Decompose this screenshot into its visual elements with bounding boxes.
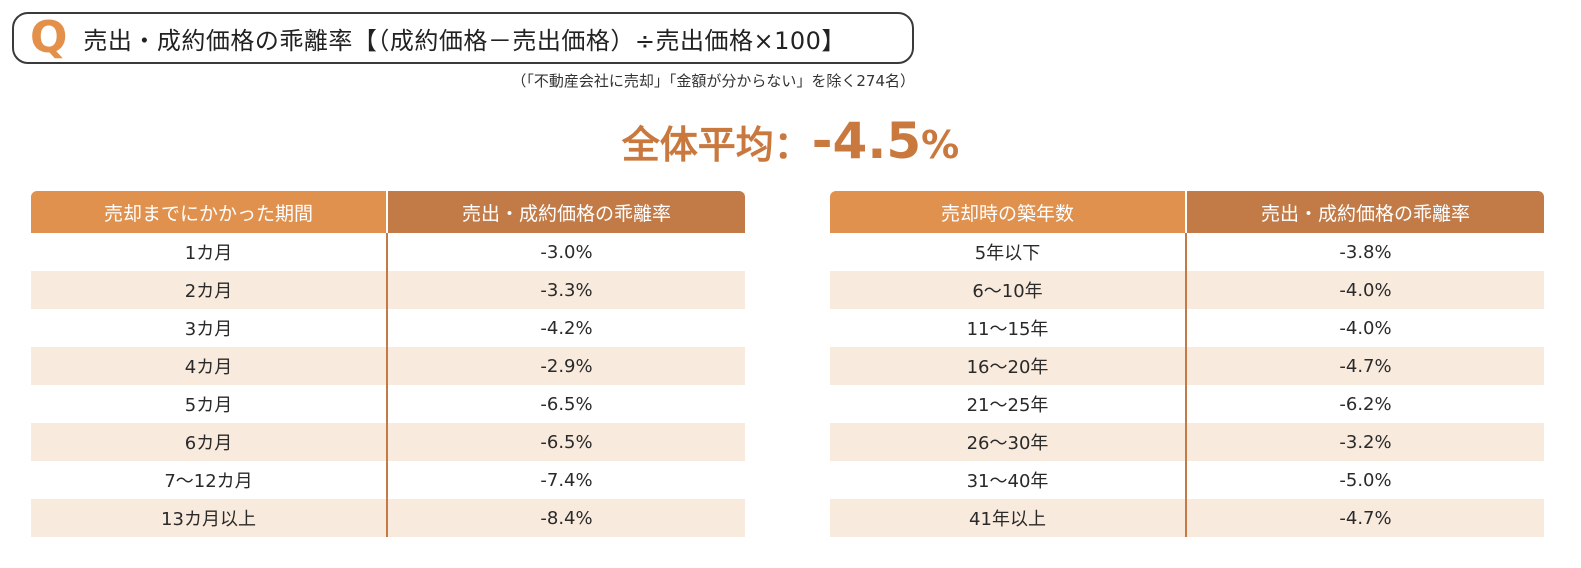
deviation-cell: -4.2%	[386, 309, 745, 347]
table-row: 5年以下 -3.8%	[830, 233, 1544, 271]
deviation-cell: -3.3%	[386, 271, 745, 309]
table-row: 11～15年 -4.0%	[830, 309, 1544, 347]
deviation-header: 売出・成約価格の乖離率	[386, 191, 745, 233]
building-age-header: 売却時の築年数	[830, 191, 1186, 233]
table-row: 4カ月 -2.9%	[31, 347, 745, 385]
sample-note: （「不動産会社に売却」「金額が分からない」を除く274名）	[511, 72, 915, 90]
question-box: Q 売出・成約価格の乖離率【（成約価格－売出価格）÷売出価格×100】	[12, 12, 914, 64]
building-age-cell: 31～40年	[966, 471, 1049, 492]
building-age-cell: 26～30年	[830, 423, 1186, 461]
table-row: 2カ月 -3.3%	[31, 271, 745, 309]
period-cell: 4カ月	[31, 347, 387, 385]
table-row: 41年以上 -4.7%	[830, 499, 1544, 537]
deviation-cell: -5.0%	[1185, 461, 1544, 499]
deviation-cell: -3.8%	[1185, 233, 1544, 271]
average-unit: %	[921, 123, 960, 167]
table-row: 1カ月 -3.0%	[31, 233, 745, 271]
table-row: 5カ月 -6.5%	[31, 385, 745, 423]
table-header-row: 売却までにかかった期間 売出・成約価格の乖離率	[31, 191, 745, 233]
deviation-cell: -7.4%	[386, 461, 745, 499]
building-age-cell: 5年以下	[974, 243, 1041, 264]
deviation-cell: -3.2%	[1185, 423, 1544, 461]
period-cell: 7～12カ月	[164, 471, 253, 492]
overall-average: 全体平均：-4.5%	[0, 112, 1581, 170]
period-header: 売却までにかかった期間	[31, 191, 387, 233]
period-cell: 2カ月	[31, 271, 387, 309]
period-cell: 1カ月	[184, 243, 233, 264]
question-letter: Q	[30, 12, 68, 63]
table-row: 7～12カ月 -7.4%	[31, 461, 745, 499]
deviation-cell: -6.5%	[386, 385, 745, 423]
table-row: 6カ月 -6.5%	[31, 423, 745, 461]
table-header-row: 売却時の築年数 売出・成約価格の乖離率	[830, 191, 1544, 233]
table-row: 16～20年 -4.7%	[830, 347, 1544, 385]
deviation-cell: -4.7%	[1185, 499, 1544, 537]
average-label: 全体平均：	[621, 123, 812, 167]
deviation-header: 売出・成約価格の乖離率	[1185, 191, 1544, 233]
deviation-cell: -4.0%	[1185, 271, 1544, 309]
table-row: 6～10年 -4.0%	[830, 271, 1544, 309]
deviation-cell: -6.5%	[386, 423, 745, 461]
deviation-cell: -4.0%	[1185, 309, 1544, 347]
building-age-cell: 21～25年	[966, 395, 1049, 416]
question-text: 売出・成約価格の乖離率【（成約価格－売出価格）÷売出価格×100】	[83, 26, 846, 55]
deviation-cell: -8.4%	[386, 499, 745, 537]
table-row: 31～40年 -5.0%	[830, 461, 1544, 499]
period-cell: 5カ月	[184, 395, 233, 416]
table-row: 26～30年 -3.2%	[830, 423, 1544, 461]
deviation-cell: -2.9%	[386, 347, 745, 385]
building-age-cell: 11～15年	[966, 319, 1049, 340]
table-row: 3カ月 -4.2%	[31, 309, 745, 347]
building-age-cell: 6～10年	[830, 271, 1186, 309]
period-cell: 3カ月	[184, 319, 233, 340]
deviation-cell: -3.0%	[386, 233, 745, 271]
building-age-cell: 41年以上	[830, 499, 1186, 537]
building-age-table: 売却時の築年数 売出・成約価格の乖離率 5年以下 -3.8% 6～10年 -4.0%…	[830, 191, 1544, 537]
deviation-cell: -4.7%	[1185, 347, 1544, 385]
building-age-cell: 16～20年	[830, 347, 1186, 385]
table-row: 21～25年 -6.2%	[830, 385, 1544, 423]
deviation-cell: -6.2%	[1185, 385, 1544, 423]
period-table: 売却までにかかった期間 売出・成約価格の乖離率 1カ月 -3.0% 2カ月 -3.3…	[31, 191, 745, 537]
period-cell: 6カ月	[31, 423, 387, 461]
period-cell: 13カ月以上	[31, 499, 387, 537]
table-row: 13カ月以上 -8.4%	[31, 499, 745, 537]
average-value: -4.5	[811, 112, 922, 170]
